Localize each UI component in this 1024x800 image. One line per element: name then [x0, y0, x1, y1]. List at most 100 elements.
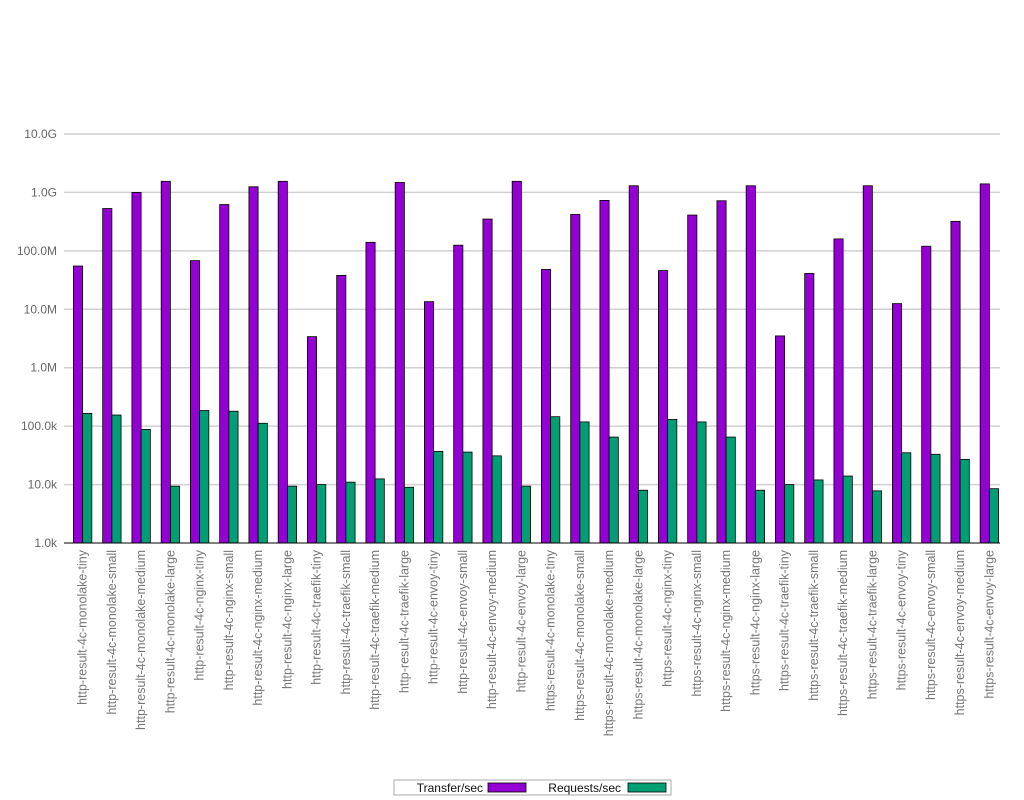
bar-requests-sec: [988, 488, 999, 544]
bar-transfer-sec: [394, 182, 405, 544]
bar-requests-sec: [725, 436, 736, 544]
y-tick-label: 1.0G: [31, 185, 57, 199]
bar-transfer-sec: [131, 192, 142, 544]
x-category-label: https-result-4c-nginx-small: [690, 550, 704, 697]
bar-requests-sec: [520, 485, 531, 544]
legend-box: [393, 779, 672, 796]
bar-requests-sec: [637, 489, 648, 544]
bar-transfer-sec: [541, 269, 552, 544]
bar-requests-sec: [433, 450, 444, 544]
bar-requests-sec: [169, 485, 180, 544]
x-category-label: http-result-4c-nginx-tiny: [193, 549, 207, 680]
bar-requests-sec: [140, 428, 151, 544]
bar-transfer-sec: [219, 204, 230, 544]
legend-swatch-transfer: [487, 782, 527, 793]
bar-requests-sec: [696, 421, 707, 544]
bar-transfer-sec: [921, 245, 932, 544]
x-category-label: http-result-4c-traefik-medium: [368, 550, 382, 710]
bar-requests-sec: [608, 436, 619, 544]
x-category-label: https-result-4c-nginx-large: [748, 550, 762, 695]
x-category-label: http-result-4c-envoy-small: [456, 550, 470, 694]
bar-transfer-sec: [979, 183, 990, 544]
bar-transfer-sec: [570, 214, 581, 544]
x-category-label: https-result-4c-traefik-medium: [836, 550, 850, 716]
bar-requests-sec: [462, 451, 473, 544]
bar-requests-sec: [228, 410, 239, 544]
y-tick-label: 10.0M: [24, 302, 57, 316]
bar-transfer-sec: [307, 336, 318, 544]
bar-transfer-sec: [687, 214, 698, 544]
x-category-label: http-result-4c-nginx-medium: [251, 550, 265, 706]
bar-requests-sec: [286, 485, 297, 544]
x-category-label: http-result-4c-traefik-small: [339, 550, 353, 694]
bar-transfer-sec: [336, 275, 347, 544]
bar-transfer-sec: [482, 218, 493, 544]
x-category-label: http-result-4c-traefik-tiny: [310, 549, 324, 685]
x-category-label: http-result-4c-monolake-tiny: [76, 549, 90, 705]
x-category-label: https-result-4c-monolake-large: [631, 550, 645, 720]
bar-requests-sec: [491, 455, 502, 544]
bar-requests-sec: [374, 478, 385, 544]
bar-transfer-sec: [833, 238, 844, 544]
x-category-label: https-result-4c-traefik-small: [807, 550, 821, 701]
bar-requests-sec: [754, 489, 765, 544]
bar-transfer-sec: [365, 241, 376, 544]
bars: [73, 180, 999, 544]
x-category-label: https-result-4c-nginx-medium: [719, 550, 733, 712]
bar-transfer-sec: [424, 301, 435, 544]
bar-requests-sec: [579, 421, 590, 544]
bar-requests-sec: [784, 484, 795, 544]
y-tick-label: 100.0M: [17, 244, 57, 258]
bar-transfer-sec: [892, 303, 903, 544]
y-axis-tick-labels: 1.0k 10.0k 100.0k 1.0M 10.0M 100.0M 1.0G 10.0G: [17, 127, 58, 550]
legend-swatch-requests: [627, 782, 667, 793]
bar-requests-sec: [930, 453, 941, 544]
bar-transfer-sec: [862, 185, 873, 544]
x-category-label: https-result-4c-monolake-small: [573, 550, 587, 721]
y-tick-label: 10.0G: [24, 127, 57, 141]
bar-requests-sec: [813, 479, 824, 544]
bar-transfer-sec: [248, 186, 259, 544]
legend-label-requests: Requests/sec: [548, 781, 621, 795]
bar-transfer-sec: [511, 180, 522, 544]
bar-requests-sec: [667, 419, 678, 544]
bar-requests-sec: [257, 422, 268, 544]
bar-requests-sec: [82, 413, 93, 544]
y-tick-label: 10.0k: [28, 478, 58, 492]
x-category-label: http-result-4c-envoy-tiny: [427, 549, 441, 684]
x-category-label: https-result-4c-envoy-medium: [953, 550, 967, 715]
bar-transfer-sec: [190, 260, 201, 544]
bar-transfer-sec: [804, 273, 815, 544]
x-axis-category-labels: http-result-4c-monolake-tiny http-result-…: [76, 549, 997, 736]
x-category-label: https-result-4c-monolake-medium: [602, 550, 616, 736]
bar-transfer-sec: [277, 180, 288, 544]
x-category-label: http-result-4c-nginx-small: [222, 550, 236, 690]
x-category-label: http-result-4c-monolake-large: [163, 550, 177, 713]
bar-requests-sec: [403, 486, 414, 544]
bar-requests-sec: [199, 410, 210, 544]
bar-requests-sec: [871, 490, 882, 544]
x-category-label: http-result-4c-envoy-large: [514, 550, 528, 692]
bar-transfer-sec: [628, 185, 639, 544]
bar-transfer-sec: [102, 208, 113, 544]
bar-transfer-sec: [775, 335, 786, 544]
bar-transfer-sec: [658, 270, 669, 544]
x-category-label: https-result-4c-envoy-small: [924, 550, 938, 700]
bar-transfer-sec: [950, 220, 961, 544]
bar-requests-sec: [345, 481, 356, 544]
x-category-label: https-result-4c-traefik-large: [865, 550, 879, 699]
bar-transfer-sec: [160, 180, 171, 544]
x-category-label: https-result-4c-traefik-tiny: [778, 549, 792, 691]
x-category-label: https-result-4c-monolake-tiny: [544, 549, 558, 711]
x-category-label: http-result-4c-nginx-large: [280, 550, 294, 689]
legend: Transfer/sec Requests/sec: [393, 779, 672, 796]
bar-transfer-sec: [73, 265, 84, 544]
legend-label-transfer: Transfer/sec: [417, 781, 483, 795]
bar-transfer-sec: [716, 200, 727, 544]
bar-transfer-sec: [599, 200, 610, 544]
bar-requests-sec: [111, 414, 122, 544]
y-tick-label: 1.0M: [30, 361, 57, 375]
bar-requests-sec: [959, 458, 970, 544]
bar-transfer-sec: [745, 185, 756, 544]
